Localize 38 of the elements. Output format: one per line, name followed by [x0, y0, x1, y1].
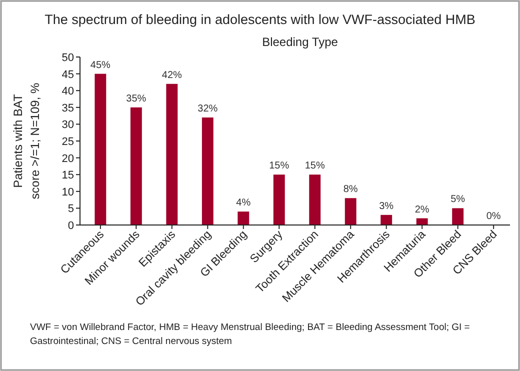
- bar: [344, 198, 356, 225]
- data-label: 4%: [236, 198, 251, 209]
- data-label: 45%: [90, 60, 111, 71]
- bar: [273, 174, 285, 225]
- data-label: 35%: [126, 93, 146, 104]
- y-tick-label: 35: [62, 102, 74, 114]
- bar: [452, 208, 464, 225]
- y-tick-label: 15: [62, 170, 74, 182]
- y-tick-label: 30: [62, 119, 74, 132]
- bar: [380, 214, 392, 225]
- bar: [94, 74, 106, 225]
- y-axis-title: Patients with BAT score >/=1; N=109, %: [11, 82, 42, 200]
- text: VWF = von Willebrand Factor, HMB = Heavy Menstrual Bleeding; BAT = Bleeding Assessment Tool; GI = Gastrointestinal; CNS = Central nervous system: [30, 322, 470, 347]
- y-tick-label: 25: [62, 136, 74, 148]
- data-label: 15%: [304, 160, 325, 172]
- y-tick-label: 40: [62, 86, 74, 98]
- y-tick-label: 20: [62, 152, 74, 165]
- y-tick-label: 5: [68, 203, 74, 216]
- data-label: 15%: [269, 160, 290, 172]
- bar: [166, 84, 178, 225]
- bar: [202, 117, 214, 225]
- y-tick-label: 0: [68, 220, 74, 232]
- y-tick-label: 45: [62, 68, 74, 81]
- bar: [130, 107, 142, 225]
- bar: [416, 218, 428, 225]
- y-tick-label: 50: [62, 52, 74, 64]
- chart-title: The spectrum of bleeding in adolescents with low VWF-associated HMB: [44, 12, 476, 27]
- data-label: 32%: [198, 103, 218, 114]
- bar: [309, 174, 321, 225]
- data-label: 0%: [486, 211, 501, 222]
- data-label: 5%: [450, 194, 466, 206]
- bar: [238, 212, 250, 225]
- y-tick-label: 10: [62, 186, 74, 198]
- chart-subtitle: Bleeding Type: [262, 35, 338, 49]
- data-label: 8%: [343, 184, 358, 196]
- data-label: 3%: [379, 200, 394, 212]
- data-label: 42%: [162, 70, 182, 81]
- data-label: 2%: [414, 204, 430, 216]
